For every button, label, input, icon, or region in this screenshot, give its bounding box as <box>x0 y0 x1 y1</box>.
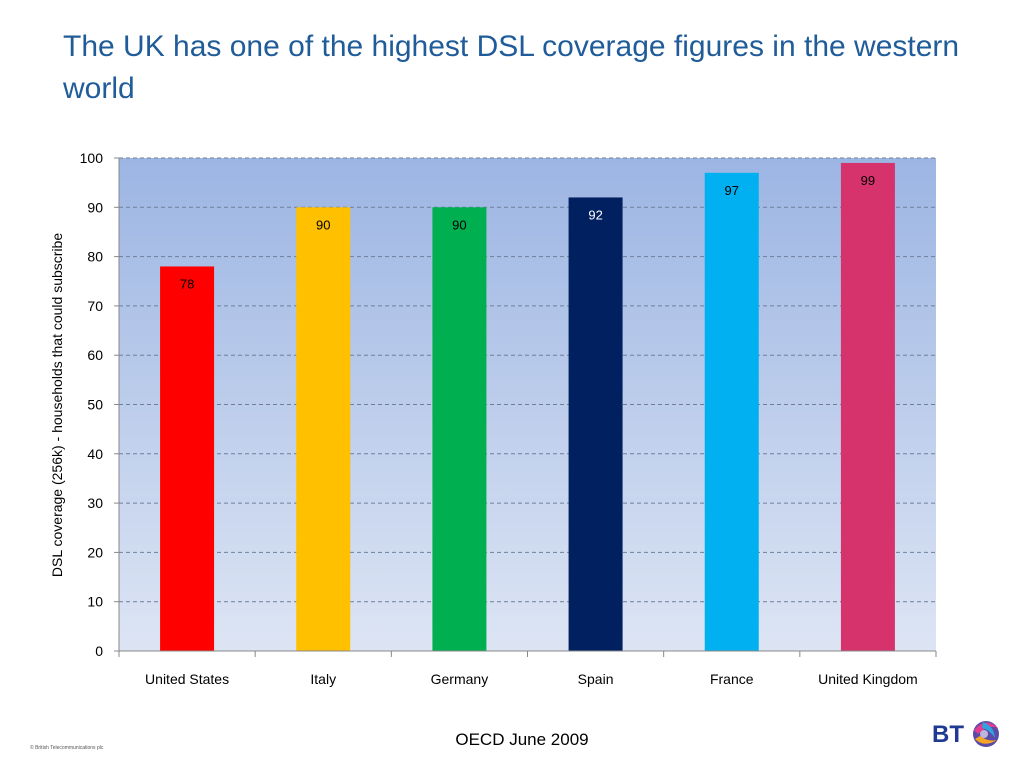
y-tick-label: 50 <box>87 397 103 413</box>
bar <box>432 207 487 652</box>
data-label: 90 <box>316 217 330 232</box>
x-tick-label: United States <box>145 671 229 687</box>
y-axis-label: DSL coverage (256k) - households that co… <box>49 233 65 577</box>
data-label: 99 <box>861 173 875 188</box>
x-tick-label: Germany <box>431 671 489 687</box>
bar <box>704 172 759 652</box>
slide-title: The UK has one of the highest DSL covera… <box>63 30 960 105</box>
data-label: 90 <box>452 217 466 232</box>
bar <box>160 266 215 651</box>
bar <box>568 197 623 651</box>
y-tick-label: 10 <box>87 594 103 610</box>
bar-chart: 78 90 90 92 97 99 0 10 20 30 40 50 60 70 80 90 100 Unite… <box>49 150 937 687</box>
data-label: 97 <box>725 183 739 198</box>
axes: 0 10 20 30 40 50 60 70 80 90 100 United States Italy… <box>80 150 937 687</box>
y-tick-label: 60 <box>87 347 103 363</box>
x-tick-label: France <box>710 671 754 687</box>
x-tick-label: United Kingdom <box>818 671 918 687</box>
gridlines <box>119 157 936 603</box>
y-tick-label: 30 <box>87 495 103 511</box>
y-tick-label: 20 <box>87 544 103 560</box>
bt-globe-icon <box>973 721 999 747</box>
x-tick-label: Spain <box>578 671 614 687</box>
data-label: 78 <box>180 276 194 291</box>
bt-logo-text: BT <box>932 721 964 748</box>
y-tick-label: 100 <box>80 150 104 166</box>
bars: 78 90 90 92 97 99 <box>160 162 895 652</box>
source-note: OECD June 2009 <box>455 730 589 749</box>
copyright-text: © British Telecommunications plc <box>30 745 104 751</box>
bar <box>840 162 895 651</box>
data-label: 92 <box>588 207 602 222</box>
y-tick-label: 0 <box>95 643 103 659</box>
y-tick-label: 70 <box>87 298 103 314</box>
y-tick-label: 80 <box>87 249 103 265</box>
bar <box>296 207 351 652</box>
y-tick-label: 40 <box>87 446 103 462</box>
y-tick-label: 90 <box>87 199 103 215</box>
x-tick-label: Italy <box>310 671 336 687</box>
bt-logo: BT <box>932 721 999 748</box>
